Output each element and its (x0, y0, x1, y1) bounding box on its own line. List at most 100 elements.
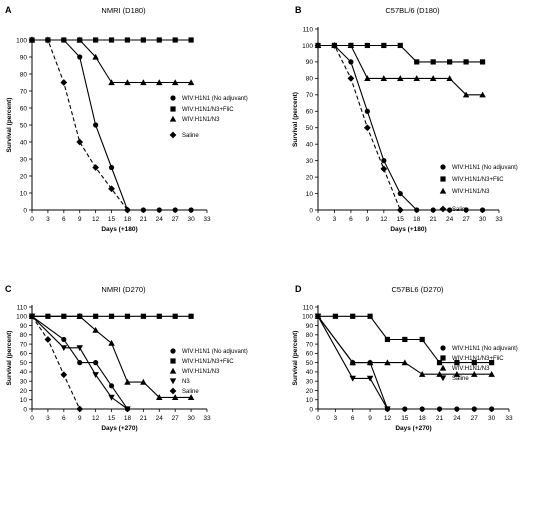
data-point (380, 75, 388, 81)
y-tick-label: 70 (20, 88, 28, 95)
data-point (397, 75, 404, 81)
legend-marker (439, 205, 447, 213)
data-point (471, 360, 477, 366)
data-point (28, 312, 36, 320)
x-tick-label: 21 (430, 216, 438, 223)
data-point (350, 313, 356, 319)
x-tick-label: 0 (316, 216, 320, 223)
data-point (347, 74, 355, 82)
data-point (108, 339, 115, 346)
data-point (76, 138, 84, 146)
legend-marker (170, 106, 176, 112)
series-0 (315, 42, 486, 213)
legend-marker (169, 115, 177, 122)
data-point (331, 42, 338, 49)
data-point (156, 394, 163, 401)
y-tick-label: 30 (306, 378, 314, 385)
data-point (188, 37, 194, 43)
data-point (156, 37, 162, 43)
data-point (363, 124, 371, 132)
data-point (76, 405, 84, 413)
x-tick-label: 12 (380, 216, 388, 223)
x-tick-label: 9 (368, 415, 372, 422)
x-tick-label: 9 (78, 216, 82, 223)
data-point (384, 359, 391, 366)
x-tick-label: 27 (471, 415, 479, 422)
chart-panel-c: C NMRI (D270) 0 10 20 30 40 50 60 70 80 90 100 110 0 3 6… (5, 284, 248, 432)
y-tick-label: 0 (23, 406, 27, 413)
legend-label: WIV:H1N1/N3 (182, 369, 220, 375)
x-tick-label: 21 (140, 415, 148, 422)
y-axis-label: Survival (percent) (6, 331, 13, 386)
data-point (77, 54, 83, 60)
data-point (489, 360, 495, 366)
x-tick-label: 27 (172, 415, 180, 422)
data-point (108, 37, 115, 43)
y-axis-label: Survival (percent) (6, 98, 13, 153)
data-point (60, 79, 68, 86)
data-point (418, 370, 426, 377)
x-tick-label: 21 (140, 216, 148, 223)
data-point (489, 406, 495, 412)
data-point (77, 360, 83, 366)
y-tick-label: 80 (306, 76, 314, 83)
y-tick-label: 60 (306, 109, 314, 116)
data-point (171, 394, 179, 401)
legend-label: WIV:H1N1 (No adjuvant) (182, 96, 248, 102)
y-tick-label: 30 (20, 156, 28, 163)
data-point (429, 75, 437, 81)
data-point (108, 164, 115, 171)
y-tick-label: 40 (306, 369, 314, 376)
x-tick-label: 9 (366, 216, 370, 223)
chart-title: C57BL/6 (D180) (385, 6, 440, 15)
y-tick-label: 0 (23, 207, 27, 214)
data-point (414, 207, 420, 213)
x-tick-label: 15 (108, 216, 116, 223)
data-point (92, 53, 99, 60)
legend-label: WIV:H1N1/N3+FliC (452, 177, 504, 183)
data-point (28, 36, 36, 44)
data-point (171, 79, 179, 86)
data-point (384, 336, 391, 343)
chart-title: NMRI (D270) (101, 285, 146, 294)
y-tick-label: 20 (20, 173, 28, 180)
data-point (488, 370, 495, 377)
data-point (108, 79, 115, 86)
x-tick-label: 3 (334, 415, 338, 422)
series-3 (314, 42, 404, 214)
x-tick-label: 30 (187, 216, 195, 223)
series-line (31, 315, 128, 410)
data-point (381, 42, 387, 49)
y-tick-label: 40 (20, 369, 28, 376)
y-tick-label: 10 (20, 397, 28, 404)
x-tick-label: 0 (30, 216, 34, 223)
y-tick-label: 100 (302, 314, 313, 321)
x-tick-label: 21 (436, 415, 444, 422)
data-point (76, 313, 83, 319)
data-point (349, 359, 356, 366)
chart-panel-b: B C57BL/6 (D180)0102030405060708090100110… (292, 5, 518, 233)
data-point (479, 59, 486, 65)
data-point (314, 313, 322, 320)
legend-marker (169, 378, 177, 385)
data-point (187, 394, 195, 401)
y-tick-label: 50 (20, 122, 28, 129)
legend-marker (439, 187, 447, 194)
x-tick-label: 24 (446, 216, 454, 223)
legend-marker (439, 364, 447, 371)
y-tick-label: 40 (20, 139, 28, 146)
chart-panel-d: D C57BL6 (D270) 0 10 20 30 40 50 60 70 80 90 100 110 0… (292, 284, 518, 432)
y-tick-label: 70 (306, 92, 314, 99)
chart-panel-a: A NMRI (D180) 0 10 20 30 40 50 60 70 80 90 100 0 3 6 9 12… (5, 5, 248, 233)
legend-label: WIV:H1N1/N3+FliC (182, 359, 234, 365)
x-tick-label: 3 (46, 216, 50, 223)
data-point (479, 91, 486, 98)
data-point (463, 59, 469, 65)
data-point (380, 165, 388, 173)
data-point (453, 370, 461, 377)
data-point (187, 79, 195, 86)
data-point (381, 158, 387, 164)
y-tick-label: 40 (306, 141, 314, 148)
data-point (366, 375, 374, 382)
